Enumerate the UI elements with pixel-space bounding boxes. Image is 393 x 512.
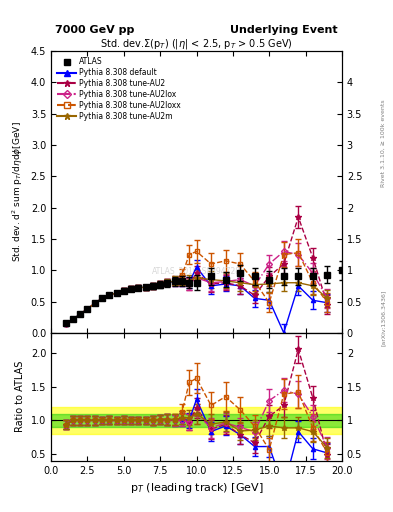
Text: ATLAS_2010_S8894728: ATLAS_2010_S8894728 (152, 266, 241, 275)
Bar (51, 414, 342, 427)
Title: Std. dev.$\Sigma$(p$_{T}$) ($|\eta|$ < 2.5, p$_{T}$ > 0.5 GeV): Std. dev.$\Sigma$(p$_{T}$) ($|\eta|$ < 2… (100, 37, 293, 51)
Y-axis label: Ratio to ATLAS: Ratio to ATLAS (15, 361, 25, 433)
Text: Rivet 3.1.10, ≥ 100k events: Rivet 3.1.10, ≥ 100k events (381, 99, 386, 187)
X-axis label: p$_T$ (leading track) [GeV]: p$_T$ (leading track) [GeV] (130, 481, 263, 495)
Legend: ATLAS, Pythia 8.308 default, Pythia 8.308 tune-AU2, Pythia 8.308 tune-AU2lox, Py: ATLAS, Pythia 8.308 default, Pythia 8.30… (55, 55, 184, 123)
Y-axis label: Std. dev. d$^2$ sum p$_T$/d$\eta$d$\phi$[GeV]: Std. dev. d$^2$ sum p$_T$/d$\eta$d$\phi$… (11, 121, 25, 263)
Text: [arXiv:1306.3436]: [arXiv:1306.3436] (381, 289, 386, 346)
Bar (51, 407, 342, 434)
Text: Underlying Event: Underlying Event (230, 25, 338, 35)
Text: 7000 GeV pp: 7000 GeV pp (55, 25, 134, 35)
